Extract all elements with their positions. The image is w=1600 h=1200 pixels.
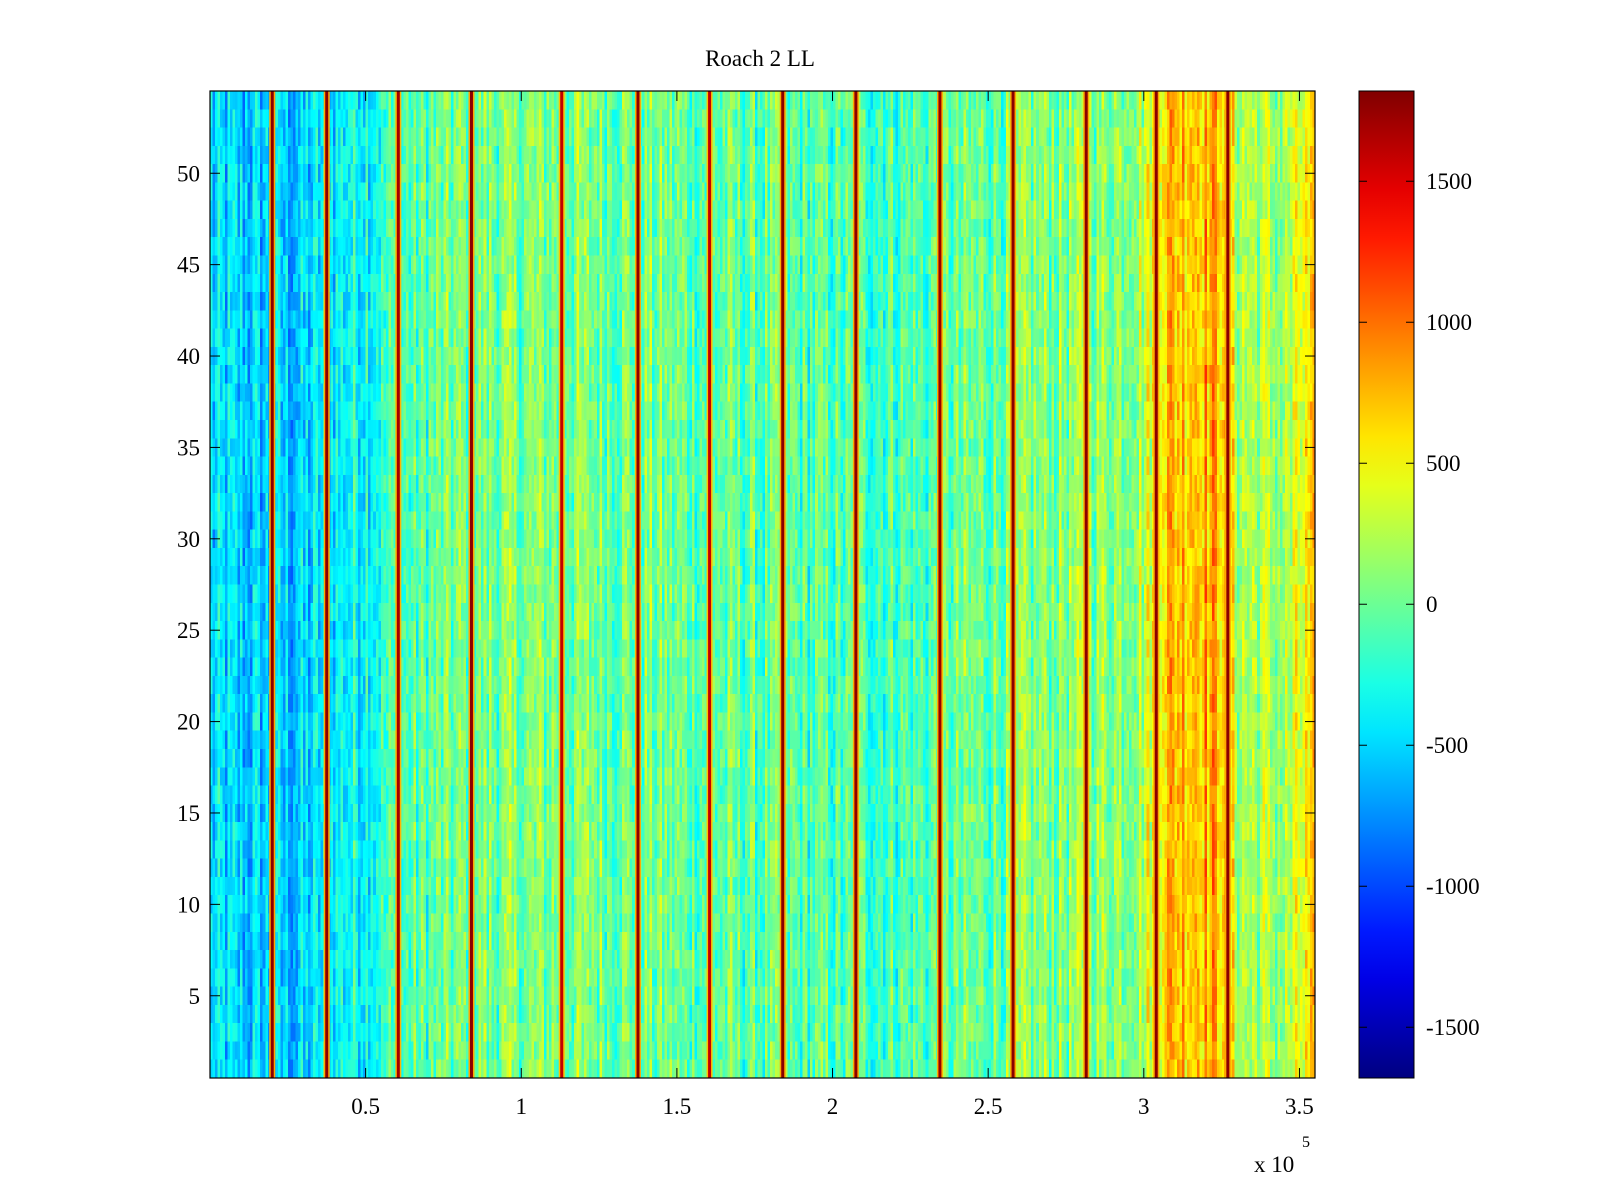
y-tick-label: 15 (177, 801, 200, 826)
axes-frame (209, 90, 1316, 1079)
spike-line (325, 91, 329, 1078)
x-axis-exponent-label: x 10 (1254, 1152, 1294, 1177)
colorbar-tick-label: 1000 (1426, 310, 1472, 335)
colorbar-tick-label: -500 (1426, 733, 1468, 758)
x-tick-label: 3.5 (1285, 1094, 1314, 1119)
x-axis-exponent-power: 5 (1302, 1134, 1310, 1151)
spike-line (781, 91, 785, 1078)
colorbar-tick-label: 0 (1426, 592, 1438, 617)
heatmap-cells (210, 91, 1315, 1078)
y-tick-label: 30 (177, 527, 200, 552)
spike-line (1226, 91, 1230, 1078)
y-tick-label: 40 (177, 344, 200, 369)
y-tick-label: 20 (177, 710, 200, 735)
colorbar-tick-label: -1000 (1426, 874, 1480, 899)
colorbar-axis: 1500 1000 500 0 -500 -1000 -1500 (1359, 169, 1480, 1040)
x-tick-label: 2.5 (974, 1094, 1003, 1119)
colorbar: 1500 1000 500 0 -500 -1000 -1500 (1358, 90, 1480, 1079)
x-tick-label: 1.5 (663, 1094, 692, 1119)
heatmap-plot-area (210, 91, 1315, 1078)
spike-line (854, 91, 858, 1078)
colorbar-gradient (1358, 90, 1415, 1079)
colorbar-tick-label: 500 (1426, 451, 1461, 476)
y-tick-label: 35 (177, 435, 200, 460)
spike-line (636, 91, 640, 1078)
spike-line (560, 91, 564, 1078)
y-axis: 5 10 15 20 25 30 35 40 45 50 (177, 161, 1315, 1009)
spike-line (396, 91, 400, 1078)
x-tick-label: 3 (1138, 1094, 1150, 1119)
y-tick-label: 10 (177, 892, 200, 917)
spike-line (1154, 91, 1158, 1078)
spike-line (270, 91, 274, 1078)
spike-line (469, 91, 473, 1078)
spike-line (938, 91, 942, 1078)
spike-line (708, 91, 712, 1078)
y-tick-label: 25 (177, 618, 200, 643)
x-tick-label: 0.5 (351, 1094, 380, 1119)
x-tick-label: 1 (516, 1094, 528, 1119)
x-axis: 0.5 1 1.5 2 2.5 3 3.5 (351, 91, 1314, 1119)
y-tick-label: 50 (177, 161, 200, 186)
colorbar-tick-label: -1500 (1426, 1015, 1480, 1040)
colorbar-tick-label: 1500 (1426, 169, 1472, 194)
spike-line (1011, 91, 1015, 1078)
y-tick-label: 5 (189, 984, 201, 1009)
chart-title: Roach 2 LL (705, 46, 815, 71)
y-tick-label: 45 (177, 253, 200, 278)
x-tick-label: 2 (827, 1094, 839, 1119)
spike-line (1084, 91, 1088, 1078)
